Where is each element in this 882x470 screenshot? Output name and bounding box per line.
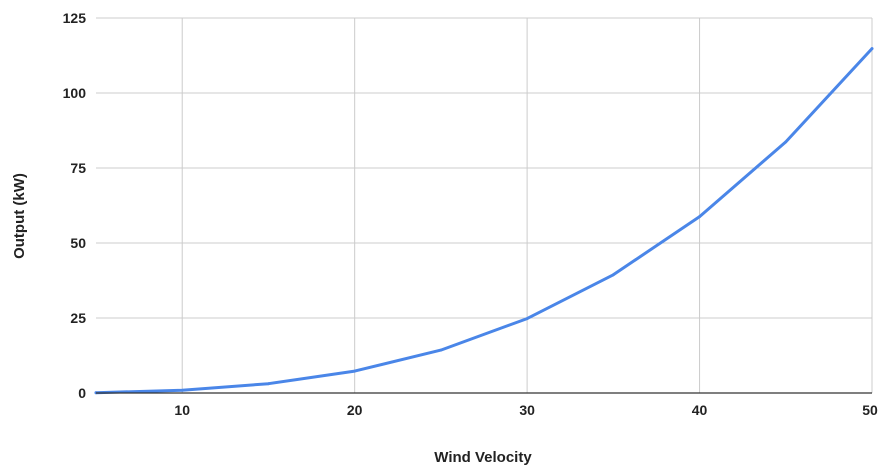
data-point [353, 369, 357, 373]
grid [96, 17, 873, 393]
y-tick-label: 100 [63, 85, 87, 101]
data-point [439, 348, 443, 352]
data-point [267, 382, 270, 386]
x-tick-label: 10 [174, 402, 190, 418]
data-point [870, 47, 874, 50]
data-point [180, 388, 184, 392]
data-point [525, 317, 529, 320]
series-line [94, 47, 874, 395]
tick-labels: 0 25 50 75 100 125 10 20 30 40 50 [63, 10, 878, 418]
y-tick-label: 75 [70, 160, 86, 176]
x-tick-label: 50 [862, 402, 878, 418]
x-tick-label: 30 [519, 402, 535, 418]
y-tick-label: 125 [63, 10, 87, 26]
series-layer [94, 47, 874, 395]
data-point [784, 140, 788, 144]
data-point [698, 215, 701, 219]
x-tick-label: 20 [347, 402, 363, 418]
data-point [611, 273, 615, 277]
y-tick-label: 0 [78, 385, 86, 401]
y-tick-label: 25 [70, 310, 86, 326]
y-axis-title: Output (kW) [11, 173, 28, 259]
x-tick-label: 40 [692, 402, 708, 418]
y-tick-label: 50 [70, 235, 86, 251]
x-axis-title: Wind Velocity [434, 449, 532, 465]
